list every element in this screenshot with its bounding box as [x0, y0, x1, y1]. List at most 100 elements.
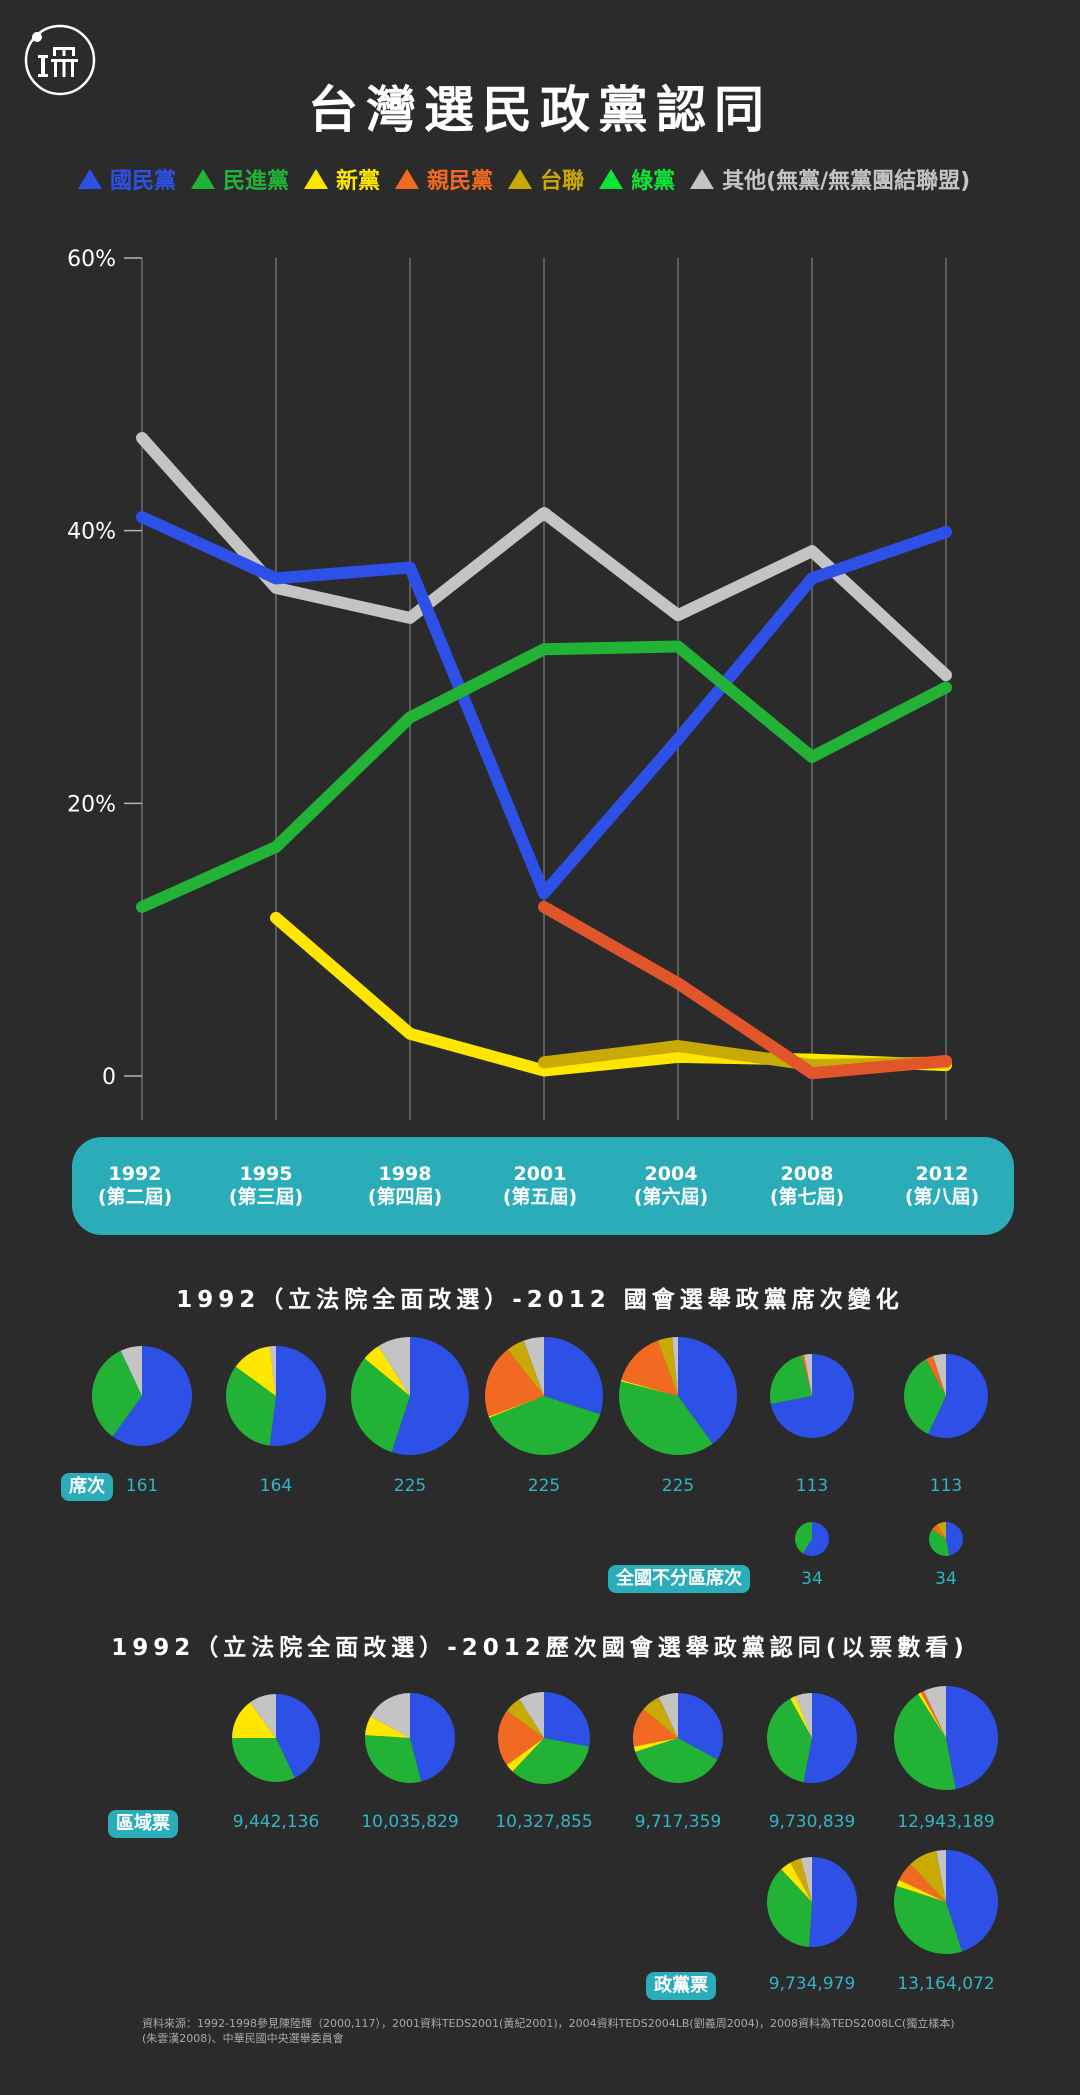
legend-label: 國民黨 — [110, 169, 177, 194]
x-tick-term: (第四屆) — [367, 1186, 443, 1208]
pie-slice — [519, 1692, 544, 1738]
pie-slice — [235, 1346, 276, 1396]
pie-value-label: 9,730,839 — [768, 1812, 856, 1832]
pie-slice — [781, 1862, 812, 1902]
x-tick-label: 1992 (第二屆) — [70, 1163, 200, 1209]
pie-slice — [488, 1396, 544, 1418]
pie-slice — [678, 1337, 738, 1444]
logo — [24, 24, 96, 96]
pie — [350, 1337, 469, 1455]
pie-slice — [804, 1354, 812, 1396]
pie-slice — [929, 1529, 950, 1556]
pie-slice — [618, 1381, 713, 1456]
x-tick-term: (第八屆) — [904, 1186, 980, 1208]
year-band — [72, 1137, 1014, 1235]
triangle-icon — [690, 169, 715, 189]
x-tick-year: 2012 — [915, 1163, 969, 1185]
source-note: 資料來源：1992-1998參見陳陸輝（2000,117），2001資料TEDS… — [142, 2017, 955, 2045]
pie-slice — [276, 1694, 320, 1778]
y-tick-label: 20% — [67, 792, 116, 817]
legend-label: 台聯 — [540, 169, 585, 194]
pie-slice — [621, 1340, 678, 1396]
pie-value-label: 10,035,829 — [361, 1812, 459, 1832]
pie — [795, 1521, 830, 1556]
pie-slice — [803, 1693, 857, 1783]
pie-slice — [767, 1869, 812, 1947]
x-tick-label: 2012 (第八屆) — [877, 1163, 1007, 1209]
pie-slice — [635, 1738, 718, 1784]
pie-slice — [904, 1359, 946, 1435]
pie — [770, 1354, 854, 1439]
pie-slice — [933, 1354, 946, 1396]
x-tick-year: 1995 — [239, 1163, 293, 1185]
pie-slice — [910, 1850, 946, 1902]
pie-slice — [896, 1879, 946, 1902]
x-tick-term: (第三屆) — [228, 1186, 304, 1208]
pie-slice — [250, 1694, 276, 1738]
y-tick-label: 0 — [102, 1065, 116, 1090]
pie-value-label: 225 — [393, 1476, 427, 1496]
triangle-icon — [78, 169, 102, 189]
legend-item-others: 其他(無黨/無黨團結聯盟) — [688, 163, 970, 195]
pie-value-label: 10,327,855 — [495, 1812, 593, 1832]
x-tick-term: (第六屆) — [633, 1186, 709, 1208]
legend-label: 民進黨 — [223, 169, 290, 194]
x-tick-year: 2001 — [513, 1163, 567, 1185]
pie-slice — [391, 1337, 469, 1455]
pie-slice — [620, 1379, 678, 1396]
x-tick-label: 2008 (第七屆) — [742, 1163, 872, 1209]
pie-slice — [506, 1699, 544, 1738]
pie-slice — [226, 1366, 276, 1446]
legend-label: 綠黨 — [631, 169, 676, 194]
pie-slice — [946, 1850, 999, 1952]
at-large-seats-tag: 全國不分區席次 — [608, 1565, 750, 1593]
pie-slice — [92, 1350, 142, 1437]
legend-item-tsu: 台聯 — [506, 163, 584, 195]
x-tick-label: 2001 (第五屆) — [475, 1163, 605, 1209]
x-tick-term: (第五屆) — [502, 1186, 578, 1208]
pie-slice — [365, 1716, 410, 1738]
pie-slice — [946, 1522, 963, 1556]
pie-slice — [894, 1694, 956, 1791]
pie-slice — [928, 1354, 988, 1439]
x-tick-term: (第二屆) — [97, 1186, 173, 1208]
legend-label: 其他(無黨/無黨團結聯盟) — [722, 169, 971, 194]
seats-section-title: 1992（立法院全面改選）-2012 國會選舉政黨席次變化 — [176, 1287, 904, 1313]
pie-slice — [112, 1346, 193, 1447]
pie-slice — [120, 1346, 142, 1396]
pie-value-label: 13,164,072 — [897, 1974, 995, 1994]
pie-slice — [770, 1355, 812, 1404]
pie-slice — [932, 1524, 946, 1539]
pie-slice — [790, 1696, 812, 1738]
legend-item-pfp: 親民黨 — [393, 163, 493, 195]
y-tick-label: 40% — [67, 520, 116, 545]
pie — [766, 1693, 857, 1783]
pie-slice — [923, 1686, 946, 1738]
pie-slice — [790, 1858, 812, 1902]
legend: 國民黨 民進黨 新黨 親民黨 台聯 綠黨 其他(無黨/無黨團結聯盟) — [76, 162, 1076, 196]
pie-value-label: 9,442,136 — [232, 1812, 320, 1832]
seats-tag: 席次 — [61, 1473, 113, 1501]
pie-slice — [410, 1693, 455, 1782]
pie-slice — [231, 1702, 276, 1738]
legend-label: 親民黨 — [427, 169, 494, 194]
triangle-icon — [508, 169, 533, 189]
pie-slice — [766, 1698, 812, 1783]
pie-slice — [898, 1864, 946, 1902]
y-tick-label: 60% — [67, 247, 116, 272]
pie-value-label: 225 — [527, 1476, 561, 1496]
pie-slice — [678, 1693, 723, 1760]
pie-slice — [378, 1337, 410, 1396]
x-tick-year: 1992 — [108, 1163, 162, 1185]
pie-slice — [795, 1693, 812, 1738]
pie-slice — [936, 1850, 946, 1902]
pie-slice — [269, 1346, 327, 1446]
pie — [618, 1337, 738, 1456]
pie-slice — [802, 1521, 830, 1556]
legend-item-kmt: 國民黨 — [76, 163, 176, 195]
x-tick-term: (第七屆) — [769, 1186, 845, 1208]
pie-slice — [672, 1337, 678, 1396]
pie — [929, 1522, 963, 1556]
pie-slice — [801, 1354, 812, 1396]
legend-item-new-party: 新黨 — [302, 163, 380, 195]
